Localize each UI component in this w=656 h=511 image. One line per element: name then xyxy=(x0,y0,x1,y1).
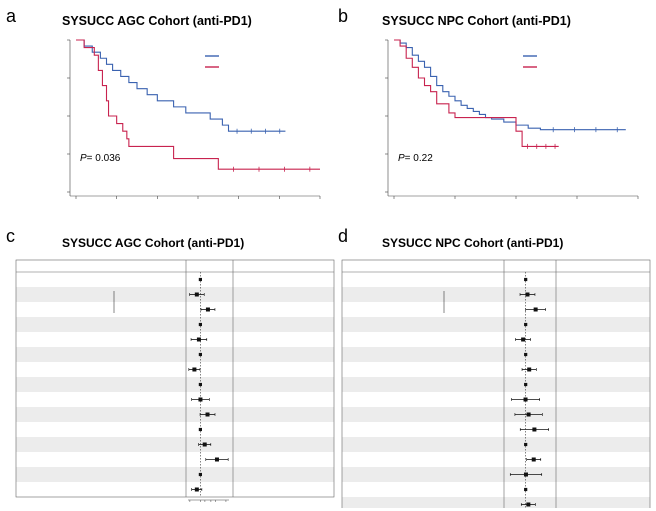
fp-d-hr-point xyxy=(525,292,530,297)
forest-plot-agc xyxy=(15,259,335,502)
fp-c-hr-point xyxy=(194,292,199,297)
fp-c-hr-point xyxy=(198,397,203,402)
km-plot-npc: P= 0.22 xyxy=(385,39,639,199)
fp-d-hr-point xyxy=(523,472,528,477)
fp-c-reference-point xyxy=(198,472,202,477)
fp-c-row-shade xyxy=(16,287,334,302)
panel-c-title: SYSUCC AGC Cohort (anti-PD1) xyxy=(62,236,244,250)
fp-c-hr-point xyxy=(196,337,201,342)
fp-c-hr-point xyxy=(205,307,210,312)
fp-d-hr-point xyxy=(523,397,528,402)
fp-c-reference-point xyxy=(198,277,202,282)
fp-d-row-shade xyxy=(342,497,650,508)
fp-d-row-shade xyxy=(342,287,650,302)
fp-d-row-shade xyxy=(342,467,650,482)
fp-d-reference-point xyxy=(524,382,528,387)
fp-d-hr-point xyxy=(533,307,538,312)
fp-c-row-shade xyxy=(16,377,334,392)
fp-d-hr-point xyxy=(531,457,536,462)
km-a-p-value-text: = 0.036 xyxy=(87,153,121,164)
forest-plot-npc xyxy=(341,259,651,508)
fp-c-row-shade xyxy=(16,317,334,332)
fp-d-reference-point xyxy=(524,322,528,327)
fp-d-row-shade xyxy=(342,407,650,422)
panel-b-title: SYSUCC NPC Cohort (anti-PD1) xyxy=(382,14,571,28)
fp-c-hr-point xyxy=(202,442,207,447)
fp-d-table-frame xyxy=(341,259,651,508)
km-b-series-neg-line xyxy=(394,39,626,131)
fp-c-table-frame xyxy=(15,259,335,498)
fp-c-reference-point xyxy=(198,382,202,387)
km-a-p-symbol: P xyxy=(80,153,87,164)
fp-d-reference-point xyxy=(524,487,528,492)
panel-d-title: SYSUCC NPC Cohort (anti-PD1) xyxy=(382,236,563,250)
fp-d-hr-point xyxy=(526,502,531,507)
fp-d-hr-point xyxy=(521,337,526,342)
km-a-series-neg-line xyxy=(76,39,286,132)
km-a-p-value: P= 0.036 xyxy=(80,153,121,164)
fp-c-hr-point xyxy=(192,367,197,372)
fp-d-row-shade xyxy=(342,347,650,362)
km-b-series-pos-line xyxy=(394,39,559,147)
km-b-p-value-text: = 0.22 xyxy=(405,153,434,164)
fp-c-row-shade xyxy=(16,407,334,422)
km-b-p-symbol: P xyxy=(398,153,405,164)
fp-d-row-shade xyxy=(342,317,650,332)
panel-b-label: b xyxy=(338,6,348,26)
panel-a-title: SYSUCC AGC Cohort (anti-PD1) xyxy=(62,14,252,28)
fp-d-hr-point xyxy=(526,412,531,417)
fp-c-reference-point xyxy=(198,427,202,432)
panel-d-label: d xyxy=(338,226,348,246)
fp-d-reference-point xyxy=(524,352,528,357)
fp-d-hr-point xyxy=(532,427,537,432)
fp-d-reference-point xyxy=(524,277,528,282)
fp-c-reference-point xyxy=(198,352,202,357)
fp-d-row-shade xyxy=(342,377,650,392)
fp-c-hr-point xyxy=(194,487,199,492)
km-plot-agc: P= 0.036 xyxy=(67,39,321,199)
panel-c-label: c xyxy=(6,226,15,246)
km-a-series-pos-line xyxy=(76,39,320,170)
fp-c-hr-point xyxy=(214,457,219,462)
panel-a-label: a xyxy=(6,6,17,26)
fp-d-hr-point xyxy=(527,367,532,372)
fp-c-hr-point xyxy=(205,412,210,417)
km-b-p-value: P= 0.22 xyxy=(398,153,433,164)
fp-d-reference-point xyxy=(524,442,528,447)
fp-c-row-shade xyxy=(16,437,334,452)
fp-d-row-shade xyxy=(342,437,650,452)
fp-c-row-shade xyxy=(16,347,334,362)
fp-c-row-shade xyxy=(16,467,334,482)
fp-c-reference-point xyxy=(198,322,202,327)
